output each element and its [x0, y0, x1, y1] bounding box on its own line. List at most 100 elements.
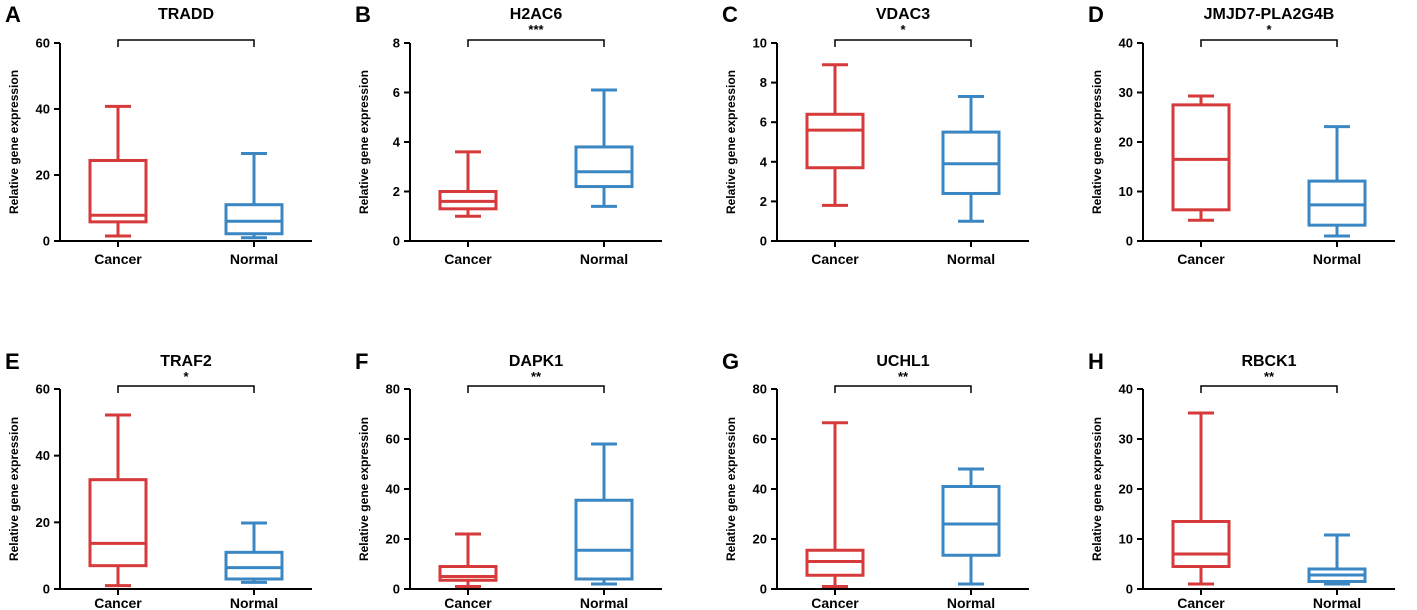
y-tick-label: 40	[753, 482, 767, 497]
panel-letter: A	[5, 2, 21, 27]
chart-4-box-1	[224, 550, 284, 581]
y-tick-label: 6	[760, 115, 767, 130]
y-axis-label: Relative gene expression	[724, 70, 738, 214]
y-tick-label: 40	[1119, 36, 1133, 51]
y-axis-label: Relative gene expression	[1090, 70, 1104, 214]
y-tick-label: 4	[393, 135, 401, 150]
chart-7-box-0	[1171, 520, 1231, 568]
significance-bracket	[834, 39, 972, 47]
chart-title: VDAC3	[876, 6, 930, 23]
panel-g: G UCHL1 Relative gene expression 0 20 40 60 80 C…	[722, 349, 1029, 610]
panel-letter: C	[722, 2, 738, 27]
y-axis-label: Relative gene expression	[1090, 417, 1104, 561]
y-tick-label: 0	[1126, 582, 1133, 597]
significance-label: **	[898, 369, 909, 384]
y-tick-label: 80	[386, 382, 400, 397]
y-tick-label: 60	[36, 382, 50, 397]
y-tick-label: 20	[386, 532, 400, 547]
y-tick-label: 40	[1119, 382, 1133, 397]
category-label: Normal	[947, 251, 995, 267]
y-tick-label: 0	[760, 582, 767, 597]
category-label: Normal	[230, 595, 278, 610]
y-tick-label: 8	[760, 75, 767, 90]
chart-5-box-1	[574, 498, 634, 581]
chart-0-box-1	[224, 203, 284, 236]
panel-d: D JMJD7-PLA2G4B Relative gene expression 0 1…	[1088, 2, 1395, 267]
category-label: Cancer	[1177, 595, 1225, 610]
panel-h: H RBCK1 Relative gene expression 0 10 20 30 40 C…	[1088, 349, 1395, 610]
chart-title: UCHL1	[876, 353, 929, 370]
chart-title: JMJD7-PLA2G4B	[1204, 6, 1335, 23]
chart-0-box-0	[88, 158, 148, 224]
y-tick-label: 20	[36, 168, 50, 183]
panel-letter: F	[355, 349, 368, 374]
significance-label: *	[1266, 22, 1272, 37]
y-tick-label: 0	[43, 234, 50, 249]
panel-letter: B	[355, 2, 371, 27]
significance-label: **	[1264, 369, 1275, 384]
category-label: Normal	[947, 595, 995, 610]
y-tick-label: 8	[393, 36, 400, 51]
panel-letter: G	[722, 349, 739, 374]
y-tick-label: 60	[753, 432, 767, 447]
y-tick-label: 6	[393, 85, 400, 100]
y-tick-label: 0	[760, 234, 767, 249]
significance-bracket	[117, 385, 255, 393]
significance-bracket	[117, 39, 255, 47]
category-label: Cancer	[94, 595, 142, 610]
y-tick-label: 20	[1119, 135, 1133, 150]
chart-title: TRAF2	[160, 353, 212, 370]
category-label: Normal	[1313, 595, 1361, 610]
panel-letter: E	[5, 349, 20, 374]
y-tick-label: 40	[36, 448, 50, 463]
y-tick-label: 2	[760, 194, 767, 209]
y-tick-label: 0	[393, 234, 400, 249]
y-tick-label: 0	[393, 582, 400, 597]
chart-title: H2AC6	[510, 6, 563, 23]
y-tick-label: 10	[753, 36, 767, 51]
y-tick-label: 40	[386, 482, 400, 497]
panel-e: E TRAF2 Relative gene expression 0 20 40 60 Can…	[5, 349, 312, 610]
y-tick-label: 0	[1126, 234, 1133, 249]
panel-letter: D	[1088, 2, 1104, 27]
y-axis-label: Relative gene expression	[357, 417, 371, 561]
y-tick-label: 0	[43, 582, 50, 597]
chart-1-box-1	[574, 145, 634, 189]
y-axis-label: Relative gene expression	[724, 417, 738, 561]
significance-label: ***	[528, 22, 544, 37]
significance-label: **	[531, 369, 542, 384]
chart-6-box-1	[941, 485, 1001, 557]
category-label: Cancer	[811, 251, 859, 267]
significance-bracket	[467, 385, 605, 393]
category-label: Cancer	[444, 595, 492, 610]
y-tick-label: 20	[36, 515, 50, 530]
category-label: Normal	[580, 595, 628, 610]
y-tick-label: 60	[386, 432, 400, 447]
y-tick-label: 20	[1119, 482, 1133, 497]
chart-5-box-0	[438, 565, 498, 582]
chart-3-box-0	[1171, 103, 1231, 212]
y-tick-label: 60	[36, 36, 50, 51]
panel-f: F DAPK1 Relative gene expression 0 20 40 60 80 C…	[355, 349, 662, 610]
category-label: Cancer	[1177, 251, 1225, 267]
y-axis-label: Relative gene expression	[7, 417, 21, 561]
category-label: Normal	[230, 251, 278, 267]
chart-title: DAPK1	[509, 353, 563, 370]
chart-title: TRADD	[158, 6, 214, 23]
significance-label: *	[183, 369, 189, 384]
y-tick-label: 10	[1119, 184, 1133, 199]
panel-b: B H2AC6 Relative gene expression 0 2 4 6 8 Cance…	[355, 2, 662, 267]
y-tick-label: 30	[1119, 432, 1133, 447]
significance-bracket	[834, 385, 972, 393]
significance-bracket	[1200, 39, 1338, 47]
chart-4-box-0	[88, 478, 148, 568]
chart-2-box-0	[805, 112, 865, 170]
panel-a: A TRADD Relative gene expression 0 20 40 60 Can…	[5, 2, 312, 267]
significance-bracket	[467, 39, 605, 47]
y-tick-label: 2	[393, 184, 400, 199]
y-tick-label: 10	[1119, 532, 1133, 547]
panel-c: C VDAC3 Relative gene expression 0 2 4 6 8 10 Can…	[722, 2, 1029, 267]
chart-3-box-1	[1307, 179, 1367, 227]
category-label: Normal	[580, 251, 628, 267]
